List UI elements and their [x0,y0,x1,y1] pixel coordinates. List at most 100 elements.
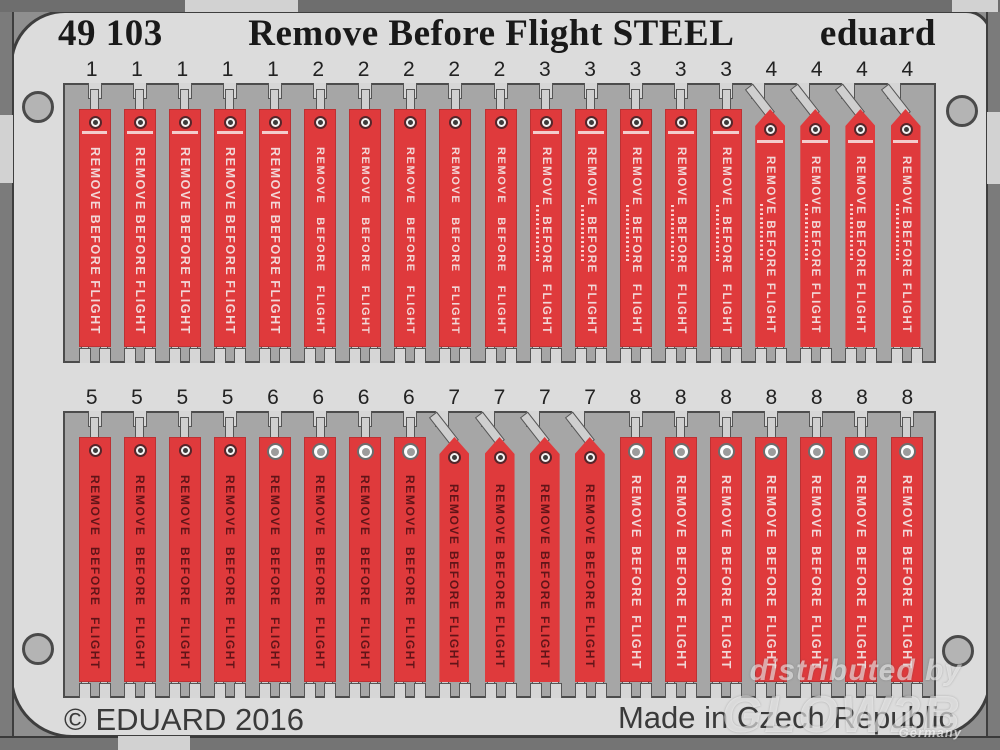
rail-slot [484,683,497,698]
rbf-ribbon: REMOVE BEFORE FLIGHT [890,437,923,682]
rbf-ribbon: REMOVE BEFORE FLIGHT [304,109,337,347]
ribbon-word: REMOVE [764,156,777,216]
rbf-ribbon: REMOVE BEFORE FLIGHT [258,109,291,347]
ribbon-word: FLIGHT [674,283,687,335]
head-stripe [757,140,784,143]
ribbon-cell: REMOVE BEFORE FLIGHT [387,83,432,363]
part-number: 1 [131,58,143,81]
ribbon-word: BEFORE [764,220,777,278]
ribbon-cell: REMOVE BEFORE FLIGHT [161,411,206,698]
ribbon-word: BEFORE [719,546,734,608]
ribbon-word: BEFORE [87,547,102,607]
ribbon-word: FLIGHT [582,616,597,669]
rail-slot [233,683,246,698]
grommet-icon [854,123,868,136]
ribbon-cell: REMOVE BEFORE FLIGHT [206,83,251,363]
rbf-ribbon: REMOVE BEFORE FLIGHT [213,109,246,347]
grommet-icon [223,116,237,129]
ribbon-cell: REMOVE BEFORE FLIGHT [883,411,928,698]
rail-slot [890,683,903,698]
rbf-ribbon: REMOVE BEFORE FLIGHT [349,437,382,682]
ribbon-word: REMOVE [358,475,373,537]
ribbon-cell: REMOVE BEFORE FLIGHT [116,411,161,698]
part-number: 7 [538,386,551,409]
ribbon-word: FLIGHT [494,285,507,335]
head-stripe [577,131,604,134]
grommet-icon [539,116,553,129]
ribbon-word: REMOVE [132,475,147,537]
ribbon-cell: REMOVE BEFORE FLIGHT [612,411,657,698]
part-number: 5 [176,386,189,409]
ribbon-word: REMOVE [222,147,237,211]
rbf-ribbon: REMOVE BEFORE FLIGHT [168,437,201,682]
ribbon-cell: REMOVE BEFORE FLIGHT [745,83,793,363]
mounting-hole [946,95,978,127]
rail-slot [845,348,858,363]
part-number: 3 [584,58,596,81]
grommet-icon [449,116,463,129]
ribbon-word: FLIGHT [177,617,192,670]
rbf-ribbon: REMOVE BEFORE FLIGHT [574,109,607,347]
part-number: 8 [901,386,914,409]
rbf-ribbon: REMOVE BEFORE FLIGHT [213,437,246,682]
grommet-icon [808,443,826,460]
part-number: 8 [810,386,823,409]
ribbon-word: REMOVE [267,147,282,211]
rail-slot [574,348,587,363]
rail-slot [775,683,788,698]
rbf-ribbon: REMOVE BEFORE FLIGHT [574,437,605,682]
head-stripe [532,131,559,134]
rail-slot [504,683,517,698]
rail-slot [459,683,472,698]
rail-slot [594,683,607,698]
part-number: 1 [267,58,279,81]
rail-slot [594,348,607,363]
rail-slot [414,348,427,363]
watermark-line: distributed by [749,654,962,687]
ribbon-word: REMOVE [539,147,552,207]
ribbon-cell: REMOVE BEFORE FLIGHT [880,83,928,363]
ribbon-cell: REMOVE BEFORE FLIGHT [477,83,522,363]
ribbon-word: FLIGHT [358,617,373,670]
rbf-ribbon: REMOVE BEFORE FLIGHT [845,437,878,682]
rail-slot [619,683,632,698]
rail-slot [775,348,788,363]
watermark-brand: GLOW2B Germany [722,689,962,741]
ribbon-cell: REMOVE BEFORE FLIGHT [387,411,432,698]
ribbon-word: REMOVE [537,484,552,546]
ribbon-word: FLIGHT [629,283,642,335]
ribbon-label: REMOVE BEFORE FLIGHT [80,144,110,338]
ribbon-label: REMOVE BEFORE FLIGHT [439,481,469,672]
grommet-icon [223,444,237,457]
ribbon-word: FLIGHT [403,617,418,670]
ribbon-word: REMOVE [447,484,462,546]
grommet-icon [899,123,913,136]
ribbon-word: BEFORE [359,217,372,273]
ribbon-label: REMOVE BEFORE FLIGHT [801,472,831,673]
ribbon-word: BEFORE [358,547,373,607]
rail-slot [664,348,677,363]
rbf-ribbon: REMOVE BEFORE FLIGHT [349,109,382,347]
ribbon-word: BEFORE [854,546,869,608]
rbf-ribbon: REMOVE BEFORE FLIGHT [78,109,111,347]
rail-slot [213,348,226,363]
ribbon-label: REMOVE BEFORE FLIGHT [892,472,922,673]
rail-slot [730,683,743,698]
ribbon-word: BEFORE [177,214,192,277]
micro-text-illegible [895,204,899,260]
rail-slot [845,683,858,698]
rail-slot [684,683,697,698]
rail-slot [98,348,111,363]
rbf-ribbon: REMOVE BEFORE FLIGHT [710,109,743,347]
ribbon-word: FLIGHT [87,617,102,670]
ribbon-cell: REMOVE BEFORE FLIGHT [342,83,387,363]
grommet-icon [853,443,871,460]
part-number: 3 [720,58,732,81]
ribbon-word: BEFORE [447,551,462,611]
ribbon-word: REMOVE [584,147,597,207]
part-number: 4 [810,58,823,81]
rbf-ribbon: REMOVE BEFORE FLIGHT [755,109,786,347]
part-number: 1 [85,58,98,81]
ribbon-word: FLIGHT [537,616,552,669]
